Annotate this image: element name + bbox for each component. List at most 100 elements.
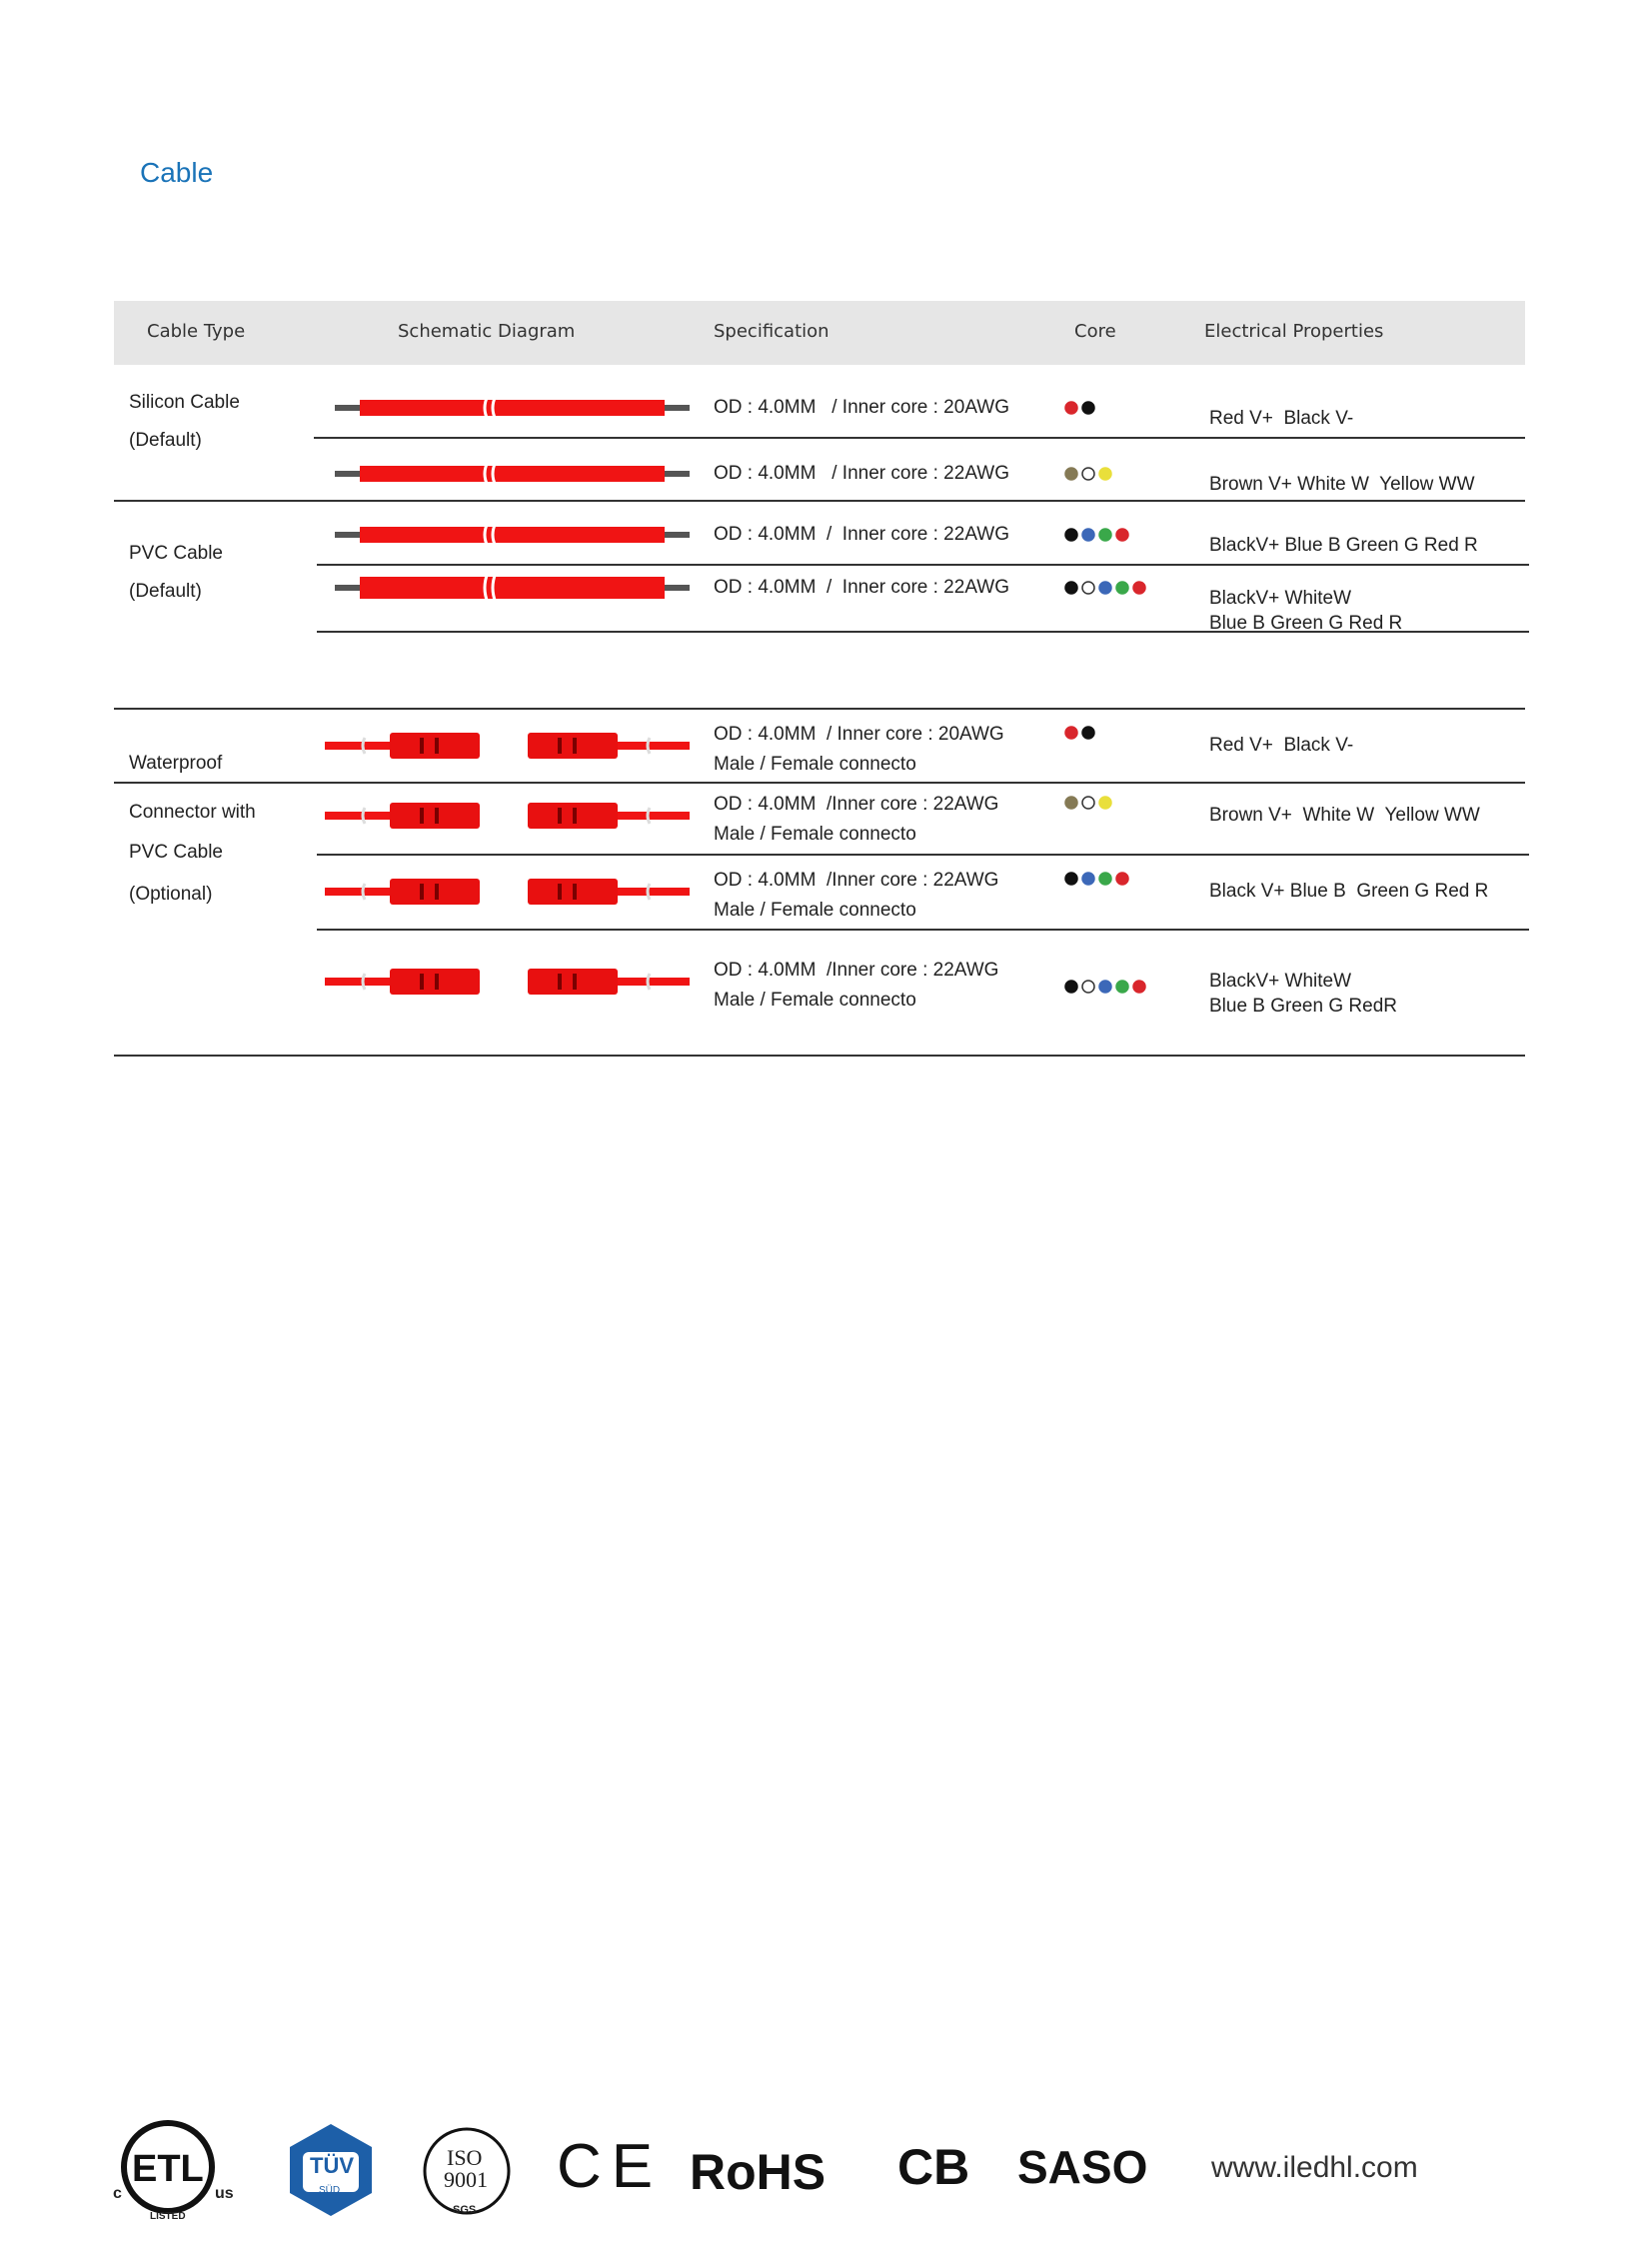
connector-rib <box>558 884 562 900</box>
specification: Male / Female connecto <box>714 900 916 921</box>
cb-mark: CB <box>897 2139 970 2195</box>
electrical-properties: Red V+ Black V- <box>1209 735 1354 756</box>
column-header: Cable Type <box>147 321 246 342</box>
wire-end <box>335 405 365 411</box>
column-header: Electrical Properties <box>1204 321 1384 342</box>
core-dot <box>1132 581 1146 595</box>
wire-end <box>660 471 690 477</box>
connector-rib <box>420 884 424 900</box>
connector-rib <box>573 738 577 754</box>
cable-break <box>646 973 652 991</box>
cable-break <box>361 973 367 991</box>
core-dot <box>1081 401 1095 415</box>
table-header <box>114 301 1525 365</box>
core-dot <box>1081 467 1095 481</box>
wire-end <box>335 532 365 538</box>
connector-rib <box>435 808 439 824</box>
specification: OD : 4.0MM / Inner core : 20AWG <box>714 397 1009 418</box>
connector-rib <box>420 738 424 754</box>
core-dot <box>1064 726 1078 740</box>
rule <box>114 782 1525 784</box>
ce-mark: CE <box>557 2132 664 2201</box>
cable-break <box>646 737 652 755</box>
core-dot <box>1081 980 1095 994</box>
etl-listed: LISTED <box>150 2211 186 2222</box>
connector-rib <box>573 808 577 824</box>
specification: Male / Female connecto <box>714 824 916 845</box>
core-dot <box>1115 528 1129 542</box>
core-dot <box>1115 581 1129 595</box>
cable-type: (Default) <box>129 581 202 602</box>
iso-name: ISO <box>447 2145 483 2170</box>
etl-c: c <box>113 2185 122 2202</box>
electrical-properties: Brown V+ White W Yellow WW <box>1209 805 1480 826</box>
rule <box>317 929 1529 931</box>
cable-break <box>483 461 498 487</box>
cable-break <box>483 572 498 604</box>
core-dot <box>1098 528 1112 542</box>
core-dot <box>1098 581 1112 595</box>
iso-sgs: SGS <box>453 2204 477 2216</box>
cable-break <box>483 395 498 421</box>
specification: OD : 4.0MM / Inner core : 22AWG <box>714 524 1009 545</box>
core-dot <box>1064 872 1078 886</box>
core-dot <box>1081 872 1095 886</box>
cable-body <box>360 527 665 543</box>
cable-break <box>361 883 367 901</box>
cable-type: (Optional) <box>129 884 213 905</box>
page-title: Cable <box>140 157 214 188</box>
connector-rib <box>420 974 424 990</box>
cable-break <box>646 807 652 825</box>
cable-type: Connector with <box>129 802 256 823</box>
electrical-properties: Blue B Green G Red R <box>1209 613 1403 634</box>
core-dot <box>1064 401 1078 415</box>
cable-body <box>360 400 665 416</box>
specification: OD : 4.0MM /Inner core : 22AWG <box>714 870 999 891</box>
connector-rib <box>435 974 439 990</box>
cable-type: Silicon Cable <box>129 392 240 413</box>
electrical-properties: Red V+ Black V- <box>1209 408 1354 429</box>
etl-mark: ETL <box>132 2148 204 2190</box>
specification: OD : 4.0MM /Inner core : 22AWG <box>714 960 999 981</box>
tuv-name: TÜV <box>310 2153 354 2178</box>
cable-type: Waterproof <box>129 753 223 774</box>
column-header: Specification <box>714 321 829 342</box>
connector-rib <box>558 738 562 754</box>
cable-body <box>360 577 665 599</box>
core-dot <box>1064 980 1078 994</box>
core-dot <box>1081 726 1095 740</box>
cable-break <box>646 883 652 901</box>
core-dot <box>1081 796 1095 810</box>
core-dot <box>1098 872 1112 886</box>
iso-number: 9001 <box>444 2167 488 2192</box>
cable-type: (Default) <box>129 430 202 451</box>
core-dot <box>1132 980 1146 994</box>
rule <box>317 854 1529 856</box>
wire-end <box>660 405 690 411</box>
specification: Male / Female connecto <box>714 990 916 1011</box>
core-dot <box>1081 581 1095 595</box>
electrical-properties: Black V+ Blue B Green G Red R <box>1209 881 1489 902</box>
wire-end <box>335 585 365 591</box>
etl-logo <box>121 2120 215 2214</box>
wire-end <box>660 585 690 591</box>
rule <box>317 564 1529 566</box>
cable-break <box>361 807 367 825</box>
electrical-properties: BlackV+ Blue B Green G Red R <box>1209 535 1478 556</box>
connector-rib <box>558 808 562 824</box>
specification: OD : 4.0MM / Inner core : 20AWG <box>714 724 1004 745</box>
rule <box>114 500 1525 502</box>
rule <box>317 631 1529 633</box>
core-dot <box>1064 796 1078 810</box>
wire-end <box>660 532 690 538</box>
column-header: Core <box>1074 321 1116 342</box>
rule <box>114 708 1525 710</box>
cable-body <box>360 466 665 482</box>
connector-rib <box>573 884 577 900</box>
wire-end <box>335 471 365 477</box>
core-dot <box>1081 528 1095 542</box>
rule <box>314 437 1525 439</box>
specification: OD : 4.0MM / Inner core : 22AWG <box>714 577 1009 598</box>
